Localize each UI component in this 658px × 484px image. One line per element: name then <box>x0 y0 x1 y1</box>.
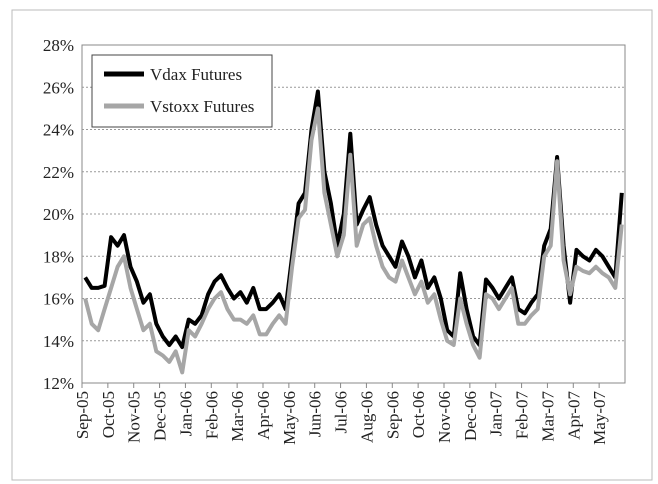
legend-label: Vdax Futures <box>150 65 242 84</box>
x-tick-label: Apr-07 <box>564 391 583 440</box>
x-tick-label: Oct-06 <box>409 391 428 438</box>
x-tick-label: Jan-07 <box>487 391 506 437</box>
x-tick-label: Nov-06 <box>435 391 454 443</box>
x-tick-label: Dec-05 <box>151 391 170 441</box>
y-tick-label: 18% <box>43 247 74 266</box>
x-tick-label: May-07 <box>590 391 609 445</box>
chart-frame <box>11 9 653 481</box>
legend-box <box>91 54 273 128</box>
x-tick-label: Jun-06 <box>306 391 325 437</box>
y-tick-label: 22% <box>43 163 74 182</box>
x-tick-label: Aug-06 <box>357 391 376 443</box>
x-tick-label: Dec-06 <box>461 391 480 441</box>
y-tick-label: 24% <box>43 121 74 140</box>
x-tick-label: May-06 <box>280 391 299 445</box>
x-tick-label: Apr-06 <box>254 391 273 440</box>
y-tick-label: 26% <box>43 78 74 97</box>
y-tick-label: 14% <box>43 332 74 351</box>
y-tick-label: 12% <box>43 374 74 393</box>
x-tick-label: Sep-05 <box>73 391 92 439</box>
x-tick-label: Feb-07 <box>513 391 532 440</box>
x-tick-label: Oct-05 <box>99 391 118 438</box>
y-tick-label: 20% <box>43 205 74 224</box>
x-tick-label: Sep-06 <box>383 391 402 439</box>
x-tick-label: Nov-05 <box>125 391 144 443</box>
y-tick-label: 28% <box>43 36 74 55</box>
legend-label: Vstoxx Futures <box>150 97 254 116</box>
x-tick-label: Jul-06 <box>332 391 351 434</box>
y-tick-label: 16% <box>43 290 74 309</box>
x-tick-label: Feb-06 <box>202 391 221 439</box>
x-tick-label: Mar-07 <box>538 391 557 442</box>
series-line <box>83 106 624 375</box>
x-tick-label: Mar-06 <box>228 391 247 442</box>
x-tick-label: Jan-06 <box>176 391 195 436</box>
